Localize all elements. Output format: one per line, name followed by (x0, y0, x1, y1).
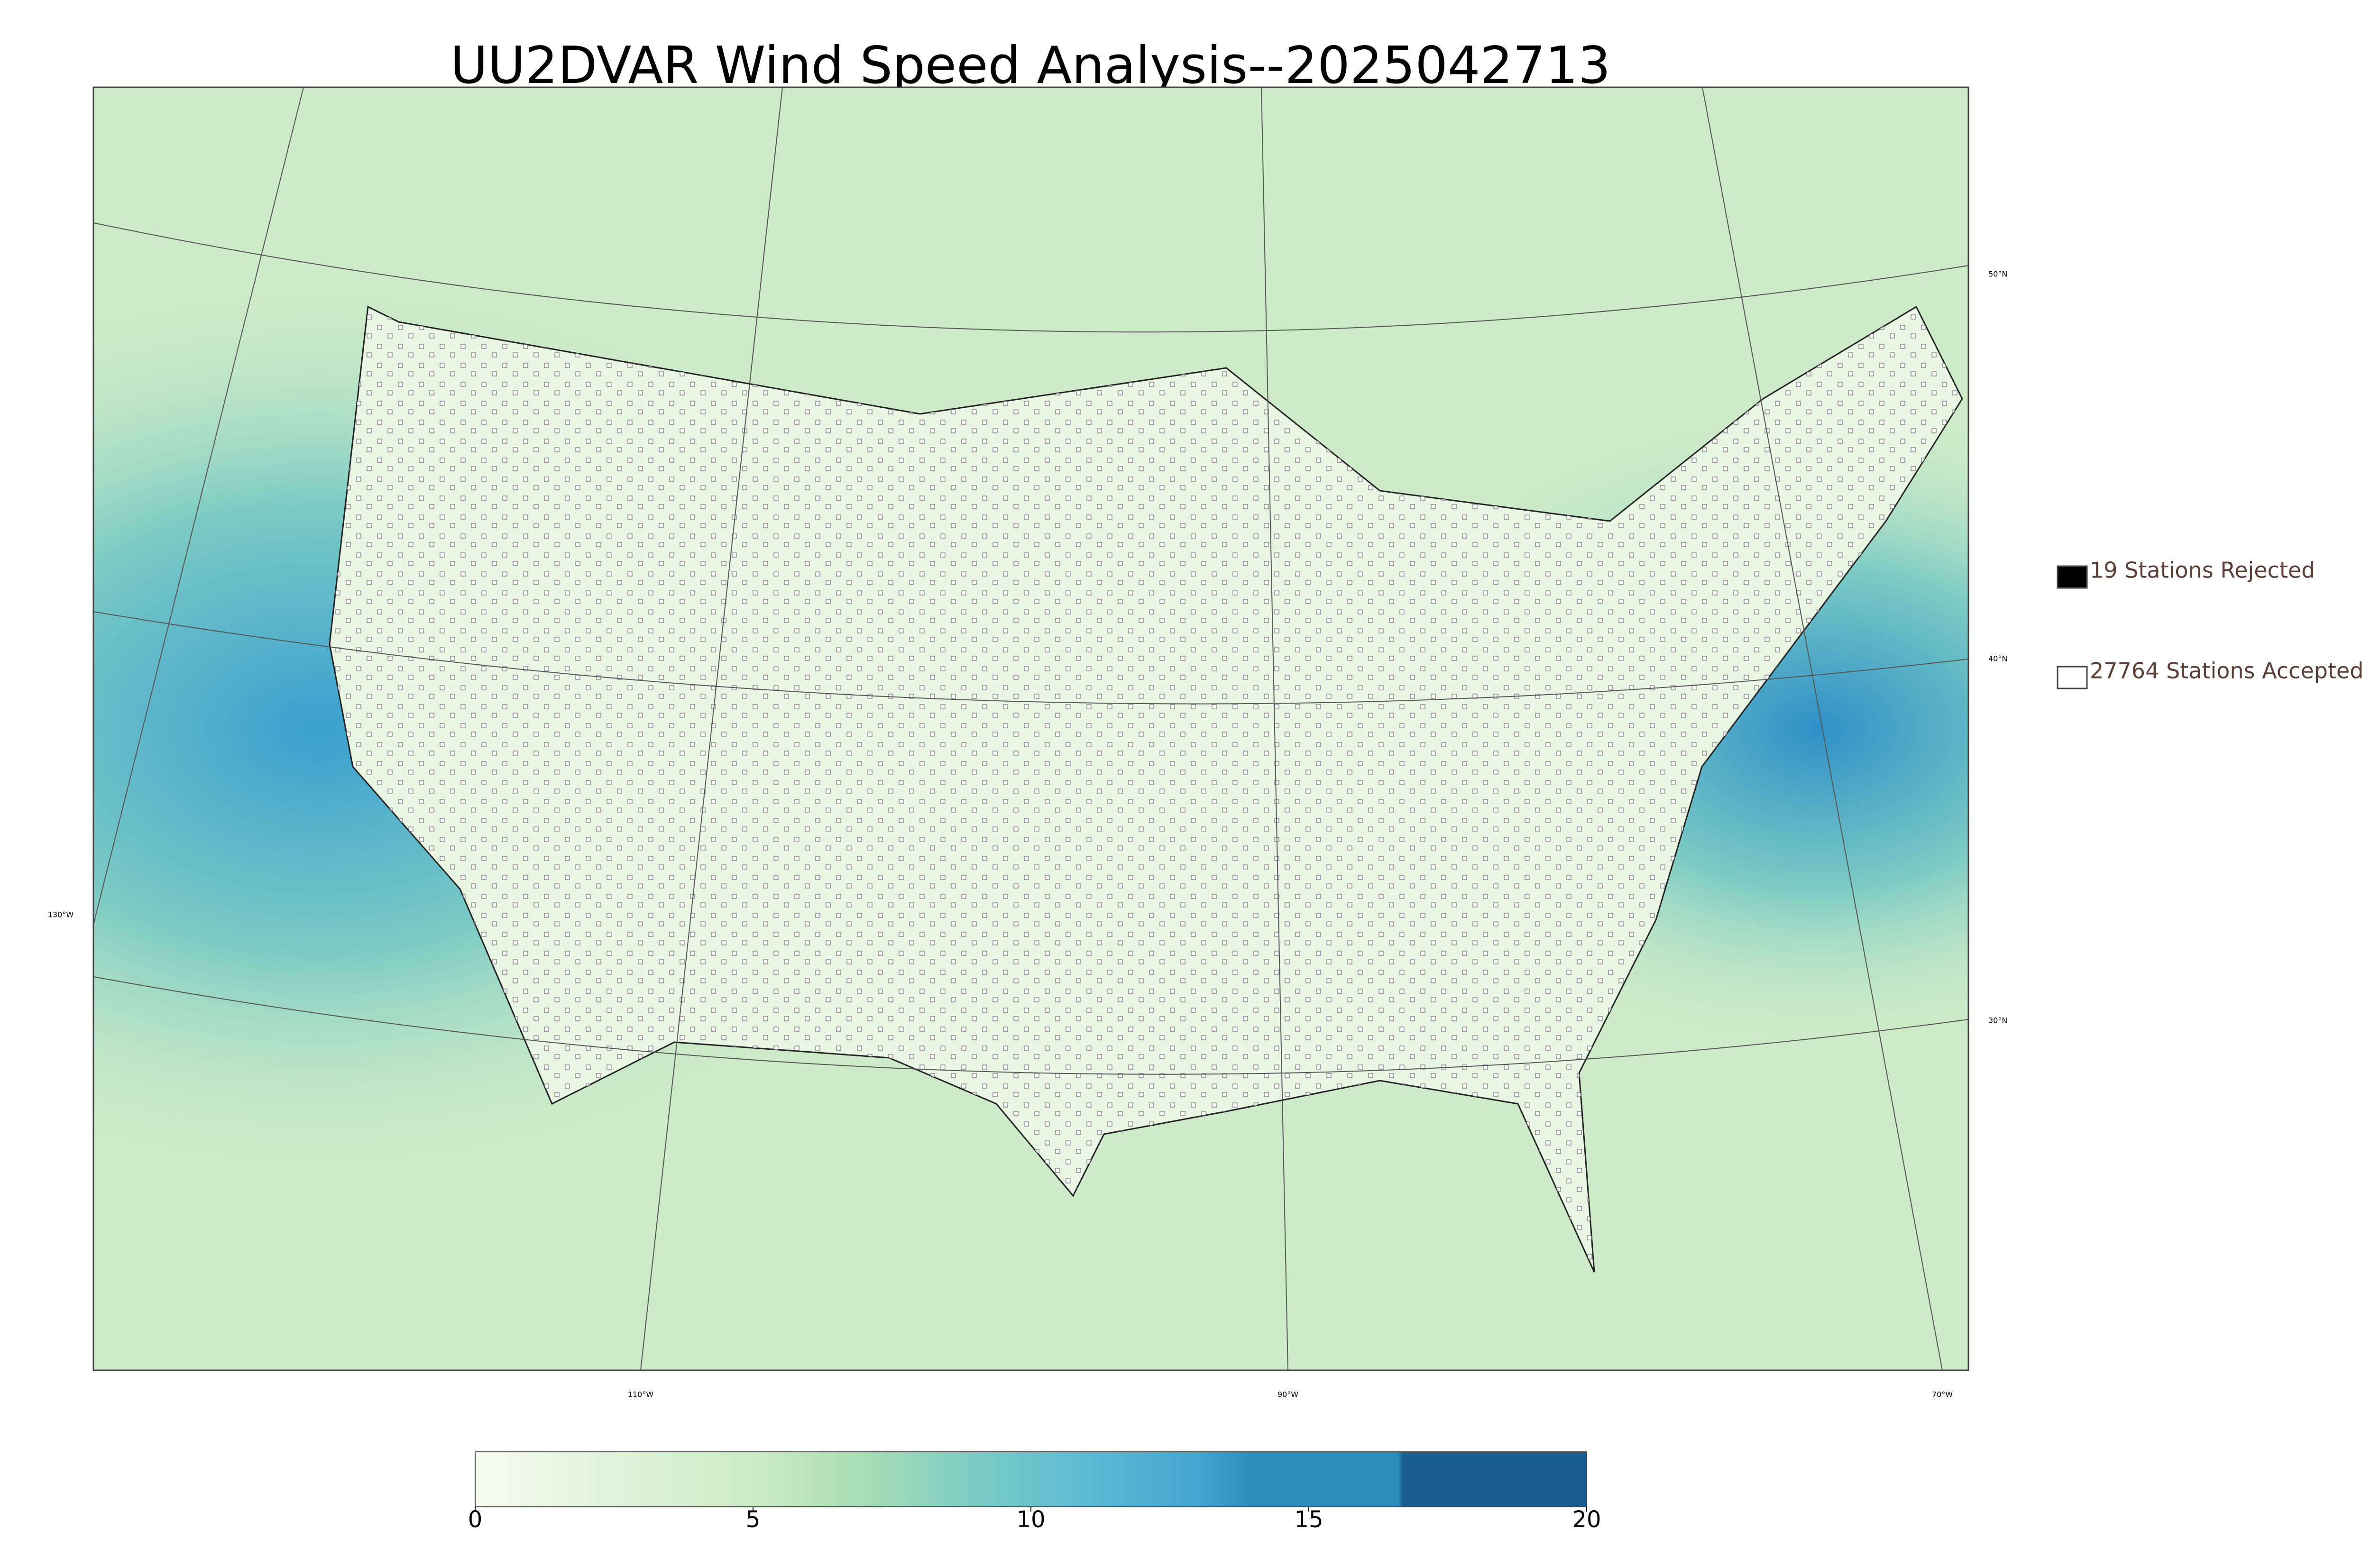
parallel (93, 976, 1968, 1075)
title: UU2DVAR Wind Speed Analysis--2025042713 (450, 36, 1611, 95)
legend-label: 27764 Stations Accepted (2090, 658, 2363, 684)
longitude-label: 90°W (1277, 1390, 1298, 1399)
colorbar-tick-label: 5 (746, 1506, 761, 1533)
meridian (640, 87, 783, 1370)
latitude-label: 40°N (1988, 654, 2007, 663)
graticule (93, 87, 1968, 1370)
map-frame (92, 86, 1969, 1371)
legend: 19 Stations Rejected 27764 Stations Accep… (2057, 558, 2363, 689)
station-markers (330, 307, 1962, 1272)
colorbar-tick-label: 10 (1016, 1506, 1045, 1533)
parallel (93, 611, 1968, 705)
meridian (93, 87, 304, 925)
longitude-label: 110°W (628, 1390, 654, 1399)
latitude-label: 50°N (1988, 270, 2007, 279)
colorbar: 0 5 10 15 20 (468, 1451, 1601, 1533)
meridian (1702, 87, 1943, 1370)
colorbar-tick-label: 15 (1294, 1506, 1323, 1533)
graticule-labels: 50°N 40°N 30°N 130°W 110°W 90°W 70°W (48, 270, 2008, 1399)
meridian (1261, 87, 1288, 1370)
legend-marker (2057, 666, 2088, 689)
colorbar-tick-label: 20 (1572, 1506, 1601, 1533)
legend-label: 19 Stations Rejected (2090, 558, 2315, 583)
legend-marker (2057, 565, 2088, 589)
colorbar-tick-label: 0 (468, 1506, 483, 1533)
latitude-label: 30°N (1988, 1016, 2007, 1025)
longitude-label: 130°W (48, 910, 74, 919)
colorbar-fill (475, 1451, 1587, 1507)
longitude-label: 70°W (1932, 1390, 1953, 1399)
map (93, 87, 1968, 1370)
parallel (93, 222, 1968, 333)
